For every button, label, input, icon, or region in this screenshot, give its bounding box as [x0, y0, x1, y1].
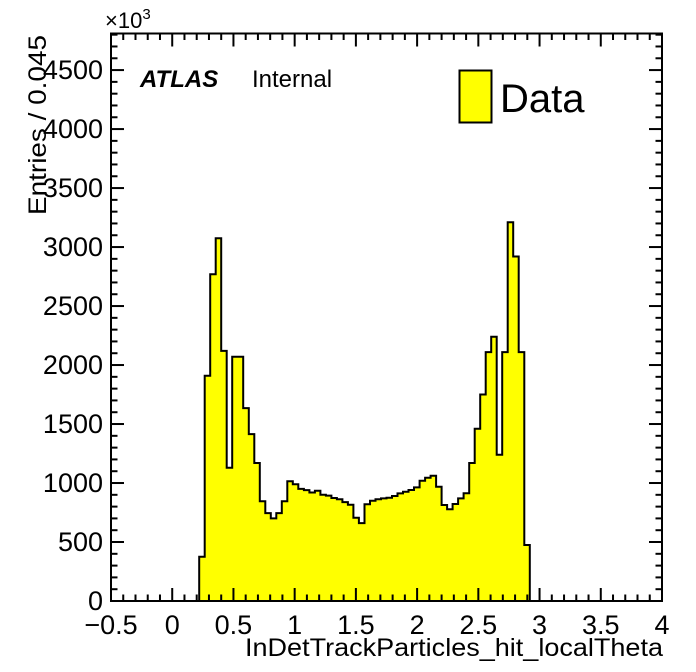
x-tick-label: 3: [532, 610, 547, 640]
x-tick-label: 2.5: [460, 610, 498, 640]
x-tick-label: 4: [654, 610, 669, 640]
x-tick-label: 1.5: [337, 610, 375, 640]
legend-swatch: [458, 69, 493, 124]
x-tick-label: 2: [410, 610, 425, 640]
legend: Data: [458, 69, 585, 124]
x-tick-label: 1: [287, 610, 302, 640]
x-axis-title: InDetTrackParticles_hit_localTheta: [245, 634, 663, 662]
y-axis-multiplier-exponent: 3: [142, 6, 150, 23]
y-tick-label: 0: [88, 586, 103, 616]
y-tick-label: 1000: [43, 468, 103, 498]
y-tick-label: 3500: [43, 173, 103, 203]
histogram-series: [198, 221, 531, 602]
status-label: Internal: [252, 66, 332, 93]
histogram-path: [198, 221, 531, 602]
y-tick-label: 4500: [43, 55, 103, 85]
axis-tick-labels: −0.5 0 0.5 1 1.5 2 2.5 3 3.5 40500100015002000250…: [43, 55, 670, 640]
experiment-label: ATLAS: [139, 66, 218, 93]
y-tick-label: 2000: [43, 350, 103, 380]
y-tick-label: 4000: [43, 114, 103, 144]
legend-label: Data: [500, 77, 585, 121]
x-tick-label: −0.5: [84, 610, 137, 640]
y-tick-label: 3000: [43, 232, 103, 262]
x-tick-label: 0.5: [215, 610, 253, 640]
y-tick-label: 1500: [43, 409, 103, 439]
y-axis-title: Entries / 0.045: [24, 35, 52, 215]
y-tick-label: 2500: [43, 291, 103, 321]
x-tick-label: 3.5: [582, 610, 620, 640]
y-axis-multiplier-base: ×10: [105, 8, 142, 33]
x-tick-label: 0: [165, 610, 180, 640]
axis-ticks: [110, 33, 663, 602]
y-axis-multiplier: ×103: [105, 6, 151, 33]
y-tick-label: 500: [58, 527, 103, 557]
